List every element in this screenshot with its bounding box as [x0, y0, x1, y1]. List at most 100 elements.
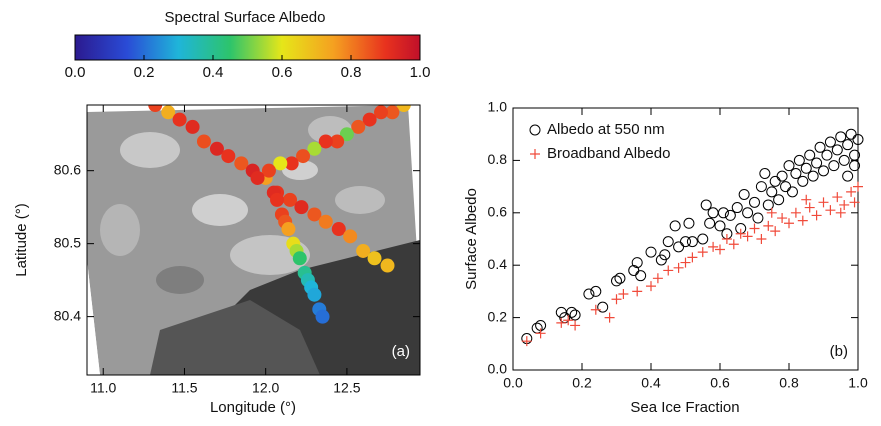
y-tick-label: 1.0: [488, 99, 508, 115]
point: [680, 257, 691, 268]
legend-label: Albedo at 550 nm: [547, 121, 665, 138]
albedo-point: [339, 127, 354, 142]
x-axis-label: Sea Ice Fraction: [630, 399, 739, 416]
albedo-point: [343, 229, 358, 244]
point: [831, 144, 843, 156]
colorbar-tick-label: 0.6: [272, 64, 293, 81]
point: [721, 234, 732, 244]
albedo-point: [330, 134, 345, 149]
point: [777, 213, 788, 224]
point: [662, 236, 674, 248]
albedo-point: [367, 251, 382, 266]
point: [673, 241, 685, 253]
legend-marker: [530, 149, 540, 159]
point: [683, 217, 695, 229]
point: [749, 196, 760, 208]
albedo-point: [307, 207, 322, 222]
point: [652, 273, 663, 284]
albedo-point: [294, 200, 309, 215]
point: [535, 328, 546, 339]
x-tick-label: 0.2: [572, 375, 592, 391]
point: [556, 317, 567, 328]
point: [697, 233, 709, 245]
x-tick-label: 0.6: [710, 375, 730, 391]
point: [790, 168, 802, 179]
point: [846, 186, 857, 197]
point: [735, 228, 746, 239]
point: [700, 199, 712, 211]
albedo-point: [172, 112, 187, 127]
point: [521, 336, 532, 347]
x-tick-label: 11.5: [171, 380, 197, 396]
albedo-point: [281, 222, 296, 237]
point: [673, 262, 684, 273]
colorbar-title: Spectral Surface Albedo: [165, 9, 326, 26]
y-tick-label: 80.4: [54, 307, 81, 323]
point: [807, 170, 819, 182]
point: [680, 236, 691, 248]
albedo-point: [307, 287, 322, 302]
point: [853, 181, 863, 192]
point: [628, 264, 640, 276]
point: [569, 309, 581, 321]
point: [766, 207, 777, 218]
point: [818, 165, 829, 177]
point: [804, 149, 816, 161]
point: [752, 212, 764, 224]
point: [766, 186, 778, 198]
point: [825, 205, 836, 216]
albedo-point: [209, 141, 224, 156]
albedo-point: [296, 149, 311, 164]
point: [770, 226, 781, 237]
point: [611, 294, 622, 305]
colorbar-tick-label: 0.4: [203, 64, 224, 81]
albedo-point: [374, 105, 389, 120]
point: [783, 160, 795, 172]
point: [838, 154, 850, 166]
point: [835, 131, 847, 143]
y-tick-label: 80.6: [54, 161, 81, 177]
albedo-point: [161, 105, 176, 120]
point: [762, 199, 774, 211]
point: [839, 199, 850, 210]
albedo-point: [148, 105, 163, 112]
albedo-point: [307, 141, 322, 156]
point: [738, 188, 750, 200]
x-tick-label: 0.4: [641, 375, 661, 391]
colorbar-tick-label: 1.0: [410, 64, 431, 81]
axes-frame: [512, 107, 859, 371]
legend-marker: [529, 124, 541, 136]
albedo-point: [250, 170, 265, 185]
point: [755, 181, 767, 193]
point: [784, 218, 794, 229]
point: [563, 315, 574, 326]
point: [790, 207, 801, 218]
albedo-point: [362, 112, 377, 127]
albedo-point: [331, 222, 346, 237]
point: [756, 234, 767, 244]
x-tick-label: 1.0: [848, 375, 868, 391]
point: [708, 241, 719, 252]
point: [590, 304, 601, 315]
point: [842, 170, 854, 182]
point: [663, 265, 674, 276]
albedo-point: [396, 105, 411, 112]
point: [804, 202, 815, 213]
point: [728, 239, 739, 250]
point: [704, 217, 716, 229]
point: [604, 312, 615, 323]
point: [697, 247, 708, 258]
point: [821, 149, 833, 161]
albedo-point: [380, 258, 395, 273]
point: [800, 162, 812, 174]
albedo-point: [261, 163, 276, 178]
point: [583, 288, 595, 300]
colorbar-tick-label: 0.2: [134, 64, 155, 81]
albedo-point: [351, 119, 366, 134]
point: [849, 197, 860, 208]
albedo-point: [221, 149, 236, 164]
point: [632, 286, 643, 297]
albedo-point: [284, 156, 299, 171]
point: [849, 160, 861, 172]
